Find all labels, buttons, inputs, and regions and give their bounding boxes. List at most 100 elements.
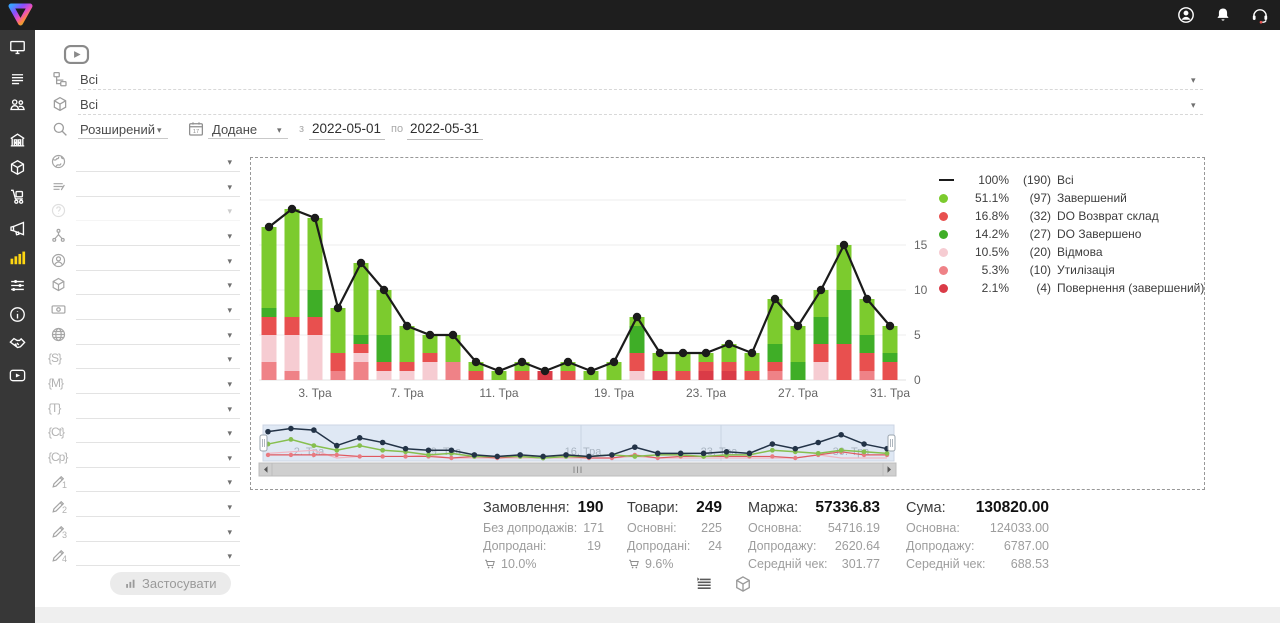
- navigator-handle-left[interactable]: [259, 434, 268, 452]
- filter-field[interactable]: [76, 516, 240, 518]
- orders-list-toggle-icon[interactable]: [694, 574, 714, 594]
- sidebar-item-building[interactable]: [0, 128, 35, 152]
- filter-caret-icon[interactable]: ▾: [227, 452, 232, 463]
- status-tree-icon: [51, 70, 69, 88]
- filter-row-pencil2[interactable]: 2 ▾: [48, 497, 240, 519]
- sidebar-item-info[interactable]: [0, 302, 35, 326]
- search-mode-select[interactable]: Розширений: [80, 122, 155, 137]
- filter-row-box3d[interactable]: ▾: [48, 275, 240, 297]
- filter-field[interactable]: [76, 269, 240, 271]
- date-field-select[interactable]: Додане: [212, 122, 258, 137]
- app-logo-icon[interactable]: [7, 2, 34, 32]
- filter-caret-icon[interactable]: ▾: [227, 502, 232, 513]
- search-mode-caret-icon[interactable]: ▾: [157, 125, 162, 135]
- filter-field[interactable]: [76, 565, 240, 567]
- bar-segment: [859, 335, 875, 353]
- filter-field[interactable]: [76, 294, 240, 296]
- filter-field[interactable]: [76, 392, 240, 394]
- filter-field[interactable]: [76, 466, 240, 468]
- apply-button[interactable]: Застосувати: [110, 572, 231, 595]
- filter-caret-icon[interactable]: ▾: [227, 157, 232, 167]
- date-from-input[interactable]: 2022-05-01: [312, 121, 382, 136]
- filter-field[interactable]: [76, 368, 240, 370]
- filter-caret-icon[interactable]: ▾: [227, 378, 232, 389]
- filter-field[interactable]: [76, 540, 240, 542]
- filter-caret-icon[interactable]: ▾: [227, 255, 232, 266]
- scroll-right-arrow-icon[interactable]: [887, 466, 892, 473]
- orders-chart[interactable]: 0 5 10 15 3. Тра 7. Тра 11. Тра 19. Тра 23. Тра 2…: [251, 158, 1204, 489]
- filter-row-filter-lines[interactable]: ▾: [48, 177, 240, 199]
- scroll-left-arrow-icon[interactable]: [264, 466, 268, 473]
- bar-segment: [767, 371, 783, 380]
- status-filter-caret-icon[interactable]: ▾: [1191, 75, 1196, 85]
- video-help-button[interactable]: [62, 40, 91, 65]
- filter-row-pencil3[interactable]: 3 ▾: [48, 522, 240, 544]
- sidebar-item-people[interactable]: [0, 92, 35, 116]
- sidebar-item-video[interactable]: [0, 363, 35, 387]
- filter-row-ct[interactable]: {Ct} ▾: [48, 423, 240, 445]
- sidebar-item-dolly[interactable]: [0, 184, 35, 208]
- filter-caret-icon[interactable]: ▾: [227, 403, 232, 414]
- status-filter-value[interactable]: Всі: [80, 72, 99, 87]
- support-headset-icon[interactable]: [1250, 5, 1270, 25]
- status-filter-field[interactable]: [78, 70, 1203, 90]
- filter-row-t[interactable]: {T} ▾: [48, 399, 240, 421]
- filter-caret-icon[interactable]: ▾: [227, 181, 232, 192]
- date-field-dropdown[interactable]: [208, 120, 288, 139]
- filter-caret-icon[interactable]: ▾: [227, 477, 232, 488]
- filter-field[interactable]: [76, 318, 240, 320]
- filter-field[interactable]: [76, 220, 240, 222]
- bell-icon[interactable]: [1213, 5, 1233, 25]
- product-filter-value[interactable]: Всі: [80, 97, 99, 112]
- total-line-dot: [701, 348, 711, 358]
- filter-field[interactable]: [76, 244, 240, 246]
- filter-row-globe[interactable]: ▾: [48, 325, 240, 347]
- y-tick-label: 5: [914, 328, 921, 342]
- filter-row-money[interactable]: ▾: [48, 300, 240, 322]
- sidebar-item-chart[interactable]: [0, 245, 35, 269]
- bar-segment: [882, 353, 898, 362]
- filter-row-m[interactable]: {M} ▾: [48, 374, 240, 396]
- filter-row-help[interactable]: ▾: [48, 201, 240, 223]
- sidebar-item-handshake[interactable]: [0, 330, 35, 354]
- filter-caret-icon[interactable]: ▾: [227, 526, 232, 537]
- legend-label: Всі: [1057, 173, 1074, 187]
- filter-row-cp[interactable]: {Cp} ▾: [48, 448, 240, 470]
- filter-row-s[interactable]: {S} ▾: [48, 349, 240, 371]
- date-to-input[interactable]: 2022-05-31: [410, 121, 480, 136]
- filter-caret-icon[interactable]: ▾: [227, 230, 232, 241]
- filter-row-earth[interactable]: ▾: [48, 152, 240, 174]
- product-filter-field[interactable]: [78, 95, 1203, 115]
- filter-row-pencil4[interactable]: 4 ▾: [48, 546, 240, 568]
- sidebar-item-box[interactable]: [0, 155, 35, 179]
- pencil-icon: [50, 498, 67, 515]
- filter-field[interactable]: [76, 442, 240, 444]
- sidebar-item-sliders[interactable]: [0, 273, 35, 297]
- product-filter-caret-icon[interactable]: ▾: [1191, 100, 1196, 110]
- filter-row-hierarchy[interactable]: ▾: [48, 226, 240, 248]
- filter-field[interactable]: [76, 491, 240, 493]
- filter-caret-icon[interactable]: ▾: [227, 304, 232, 315]
- navigator-handle-right[interactable]: [887, 434, 896, 452]
- search-mode-field[interactable]: [78, 120, 168, 139]
- filter-caret-icon[interactable]: ▾: [227, 551, 232, 562]
- filter-caret-icon[interactable]: ▾: [227, 354, 232, 365]
- filter-row-pencil1[interactable]: 1 ▾: [48, 472, 240, 494]
- sidebar-item-monitor[interactable]: [0, 35, 35, 59]
- filter-row-user-circle[interactable]: ▾: [48, 251, 240, 273]
- filter-caret-icon[interactable]: ▾: [227, 280, 232, 291]
- sidebar-item-megaphone[interactable]: [0, 216, 35, 240]
- date-field-caret-icon[interactable]: ▾: [277, 125, 282, 135]
- filter-field[interactable]: [76, 171, 240, 172]
- sidebar-item-rows[interactable]: [0, 67, 35, 91]
- filter-field[interactable]: [76, 195, 240, 197]
- filter-caret-icon[interactable]: ▾: [227, 428, 232, 439]
- filter-caret-icon[interactable]: ▾: [227, 329, 232, 340]
- filter-field[interactable]: [76, 343, 240, 345]
- account-icon[interactable]: [1176, 5, 1196, 25]
- dot-swatch-icon: [939, 229, 948, 239]
- products-box-toggle-icon[interactable]: [733, 574, 753, 594]
- bar-segment: [468, 362, 484, 371]
- filter-field[interactable]: [76, 417, 240, 419]
- filter-caret-icon[interactable]: ▾: [227, 206, 232, 217]
